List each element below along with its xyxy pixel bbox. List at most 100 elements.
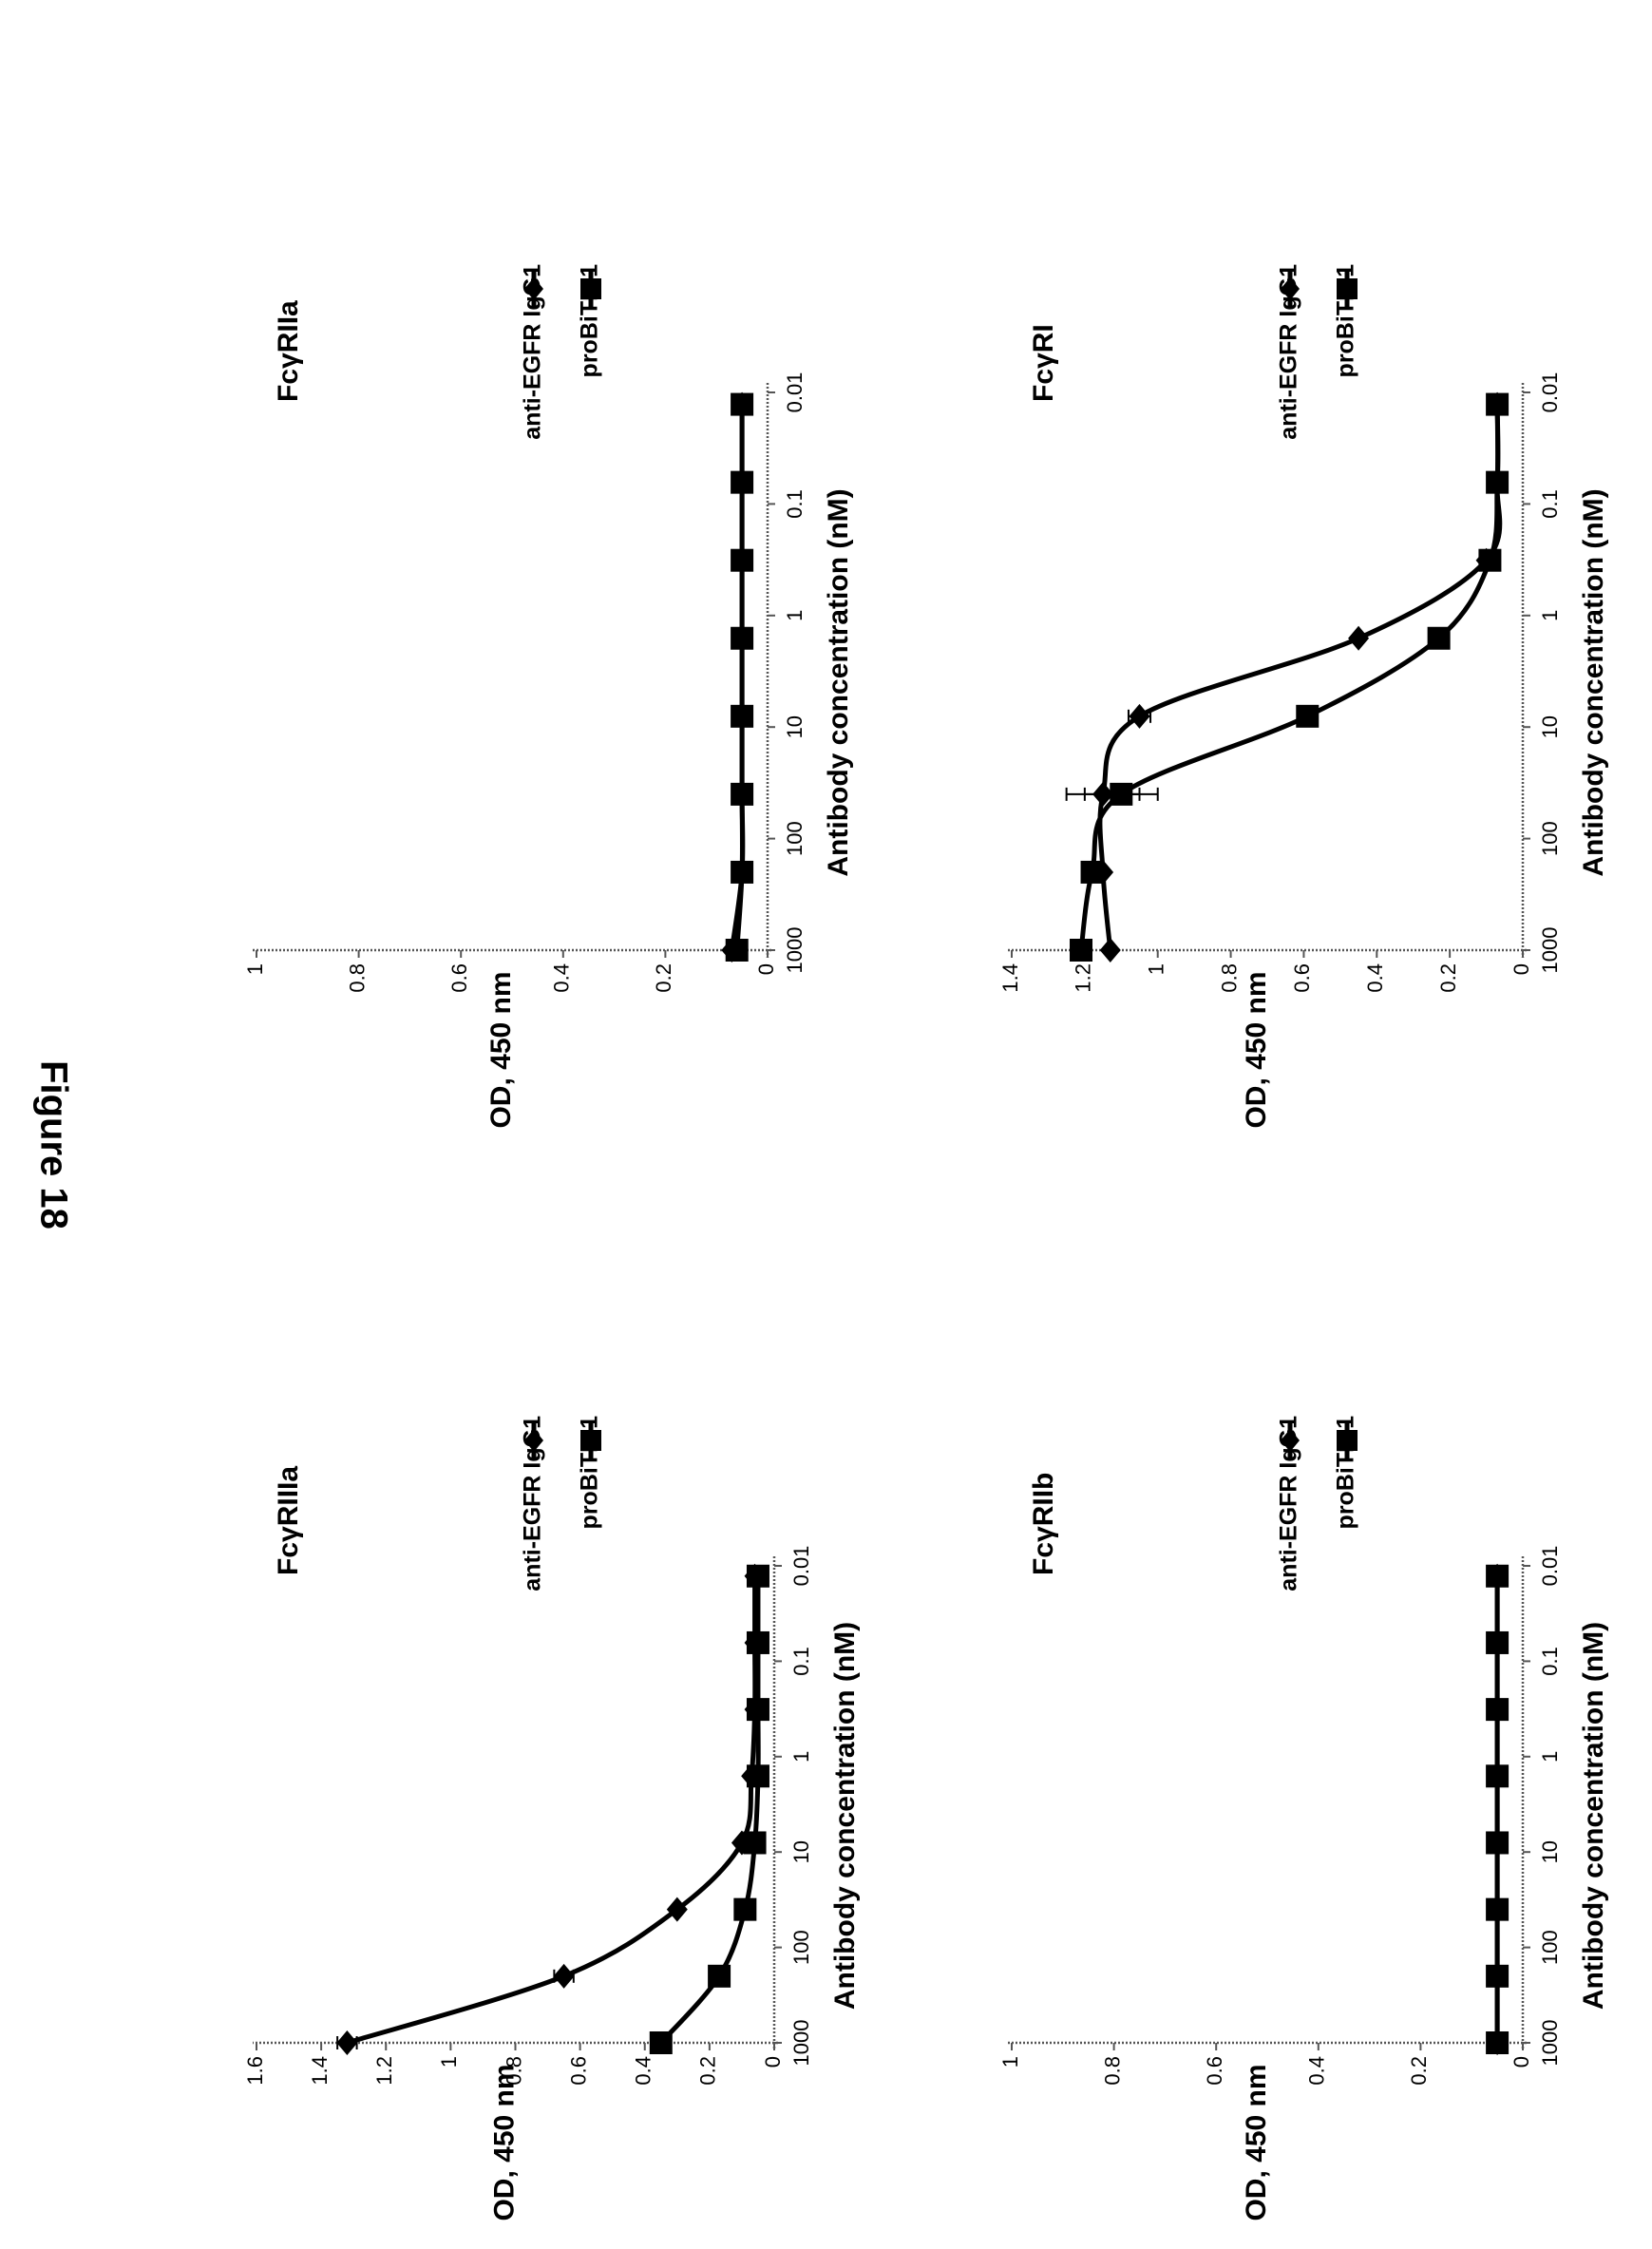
- y-tick-label: 0.8: [345, 963, 369, 993]
- y-tick-label: 0.6: [1203, 2056, 1226, 2086]
- plot-area: 0.01 0.1 1 10 100 1000 0 0.2 0.4 0.6 0.8 1 Antibody …: [243, 300, 854, 1129]
- x-tick-label: 0.01: [789, 1546, 813, 1587]
- y-tick-label: 0.8: [502, 2056, 525, 2086]
- data-point-diamond: [336, 2030, 358, 2055]
- data-point-square: [731, 470, 754, 494]
- legend-label: anti-EGFR IgG1: [520, 264, 546, 440]
- y-tick-label: 1: [1145, 963, 1168, 975]
- series-line-1: [1078, 404, 1501, 951]
- data-point-square: [1080, 860, 1104, 884]
- y-tick-label: 0.2: [1436, 963, 1460, 993]
- x-tick-label: 0.1: [789, 1647, 813, 1676]
- data-point-square: [1486, 1964, 1510, 1988]
- y-axis-title: OD, 450 nm: [1241, 971, 1272, 1128]
- legend-marker-diamond: [524, 1429, 543, 1452]
- panel-label: FcγRIIb: [1028, 1473, 1059, 1575]
- y-tick-label: 1.4: [998, 963, 1022, 993]
- data-point-square: [1070, 939, 1093, 962]
- x-axis-title: Antibody concentration (nM): [1578, 1622, 1609, 2010]
- y-tick-label: 0.8: [1100, 2056, 1124, 2086]
- data-point-square: [731, 626, 754, 650]
- legend-label: proBiTE-1: [1333, 264, 1359, 378]
- data-point-square: [1486, 1630, 1510, 1654]
- data-point-square: [743, 1831, 767, 1855]
- x-tick-label: 0.1: [783, 489, 807, 519]
- y-tick-label: 0: [754, 963, 778, 975]
- data-point-square: [1486, 1897, 1510, 1921]
- data-point-square: [1486, 1831, 1510, 1855]
- legend-marker-square: [1337, 1430, 1358, 1451]
- x-tick-label: 100: [1538, 1930, 1562, 1965]
- legend-marker-square: [580, 1430, 601, 1451]
- data-point-square: [1486, 392, 1510, 416]
- x-tick-label: 1: [789, 1751, 813, 1763]
- data-point-diamond: [1348, 625, 1370, 651]
- y-tick-label: 0.4: [632, 2056, 655, 2086]
- legend-marker-square: [1337, 278, 1358, 299]
- y-tick-label: 0.2: [652, 963, 675, 993]
- data-point-square: [1486, 470, 1510, 494]
- legend-marker-square: [580, 278, 601, 299]
- y-tick-label: 1: [437, 2056, 461, 2068]
- data-point-square: [725, 939, 749, 962]
- y-tick-label: 0.8: [1217, 963, 1241, 993]
- x-tick-label: 100: [783, 821, 807, 856]
- x-tick-label: 1: [1538, 1751, 1562, 1763]
- x-axis-title: Antibody concentration (nM): [1578, 488, 1609, 876]
- x-axis-title: Antibody concentration (nM): [829, 1622, 861, 2010]
- data-point-square: [733, 1897, 757, 1921]
- legend-label: proBiTE-1: [1333, 1416, 1359, 1530]
- y-tick-label: 0.2: [1407, 2056, 1431, 2086]
- legend-label: anti-EGFR IgG1: [1276, 1416, 1302, 1591]
- data-point-square: [731, 548, 754, 572]
- x-tick-label: 0.01: [1538, 372, 1562, 413]
- data-point-diamond: [666, 1896, 688, 1922]
- legend-marker-diamond: [1281, 277, 1300, 300]
- data-point-diamond: [1099, 938, 1121, 962]
- data-point-square: [746, 1764, 769, 1788]
- y-tick-label: 0.4: [550, 963, 574, 993]
- data-point-square: [1110, 782, 1133, 806]
- legend: anti-EGFR IgG1 proBiTE-1: [520, 1416, 603, 1591]
- y-tick-label: 0.4: [1363, 963, 1387, 993]
- y-tick-label: 1: [998, 2056, 1022, 2068]
- data-point-square: [708, 1964, 731, 1988]
- plot-area: 0.01 0.1 1 10 100 1000 0 0.2 0.4 0.6 0.8 1 1.2 1.4 Ant…: [998, 324, 1609, 1128]
- data-point-square: [649, 2031, 673, 2054]
- y-axis-title: OD, 450 nm: [1241, 2064, 1272, 2220]
- x-tick-label: 1: [783, 610, 807, 621]
- y-tick-label: 1.6: [243, 2056, 267, 2086]
- data-point-square: [1486, 1564, 1510, 1588]
- y-tick-label: 0: [761, 2056, 785, 2068]
- legend-label: anti-EGFR IgG1: [520, 1416, 546, 1591]
- data-point-square: [746, 1630, 769, 1654]
- x-tick-label: 10: [789, 1840, 813, 1863]
- legend: anti-EGFR IgG1 proBiTE-1: [1276, 264, 1359, 440]
- y-tick-label: 0.2: [696, 2056, 720, 2086]
- plot-area: 0.01 0.1 1 10 100 1000 0 0.2 0.4 0.6 0.8 1 Antibody …: [998, 1473, 1609, 2221]
- y-tick-label: 1.2: [372, 2056, 396, 2086]
- x-tick-label: 100: [1538, 821, 1562, 856]
- legend-label: anti-EGFR IgG1: [1276, 264, 1302, 440]
- x-tick-label: 1000: [1538, 2020, 1562, 2067]
- data-point-diamond: [1129, 703, 1150, 729]
- x-tick-label: 10: [783, 715, 807, 738]
- x-tick-label: 100: [789, 1930, 813, 1965]
- x-axis-title: Antibody concentration (nM): [823, 488, 854, 876]
- x-tick-label: 1000: [783, 927, 807, 974]
- y-tick-label: 1: [243, 963, 267, 975]
- x-tick-label: 1000: [789, 2020, 813, 2067]
- data-point-square: [731, 782, 754, 806]
- data-point-square: [746, 1698, 769, 1722]
- y-tick-label: 0.4: [1305, 2056, 1329, 2086]
- legend-label: proBiTE-1: [577, 264, 603, 378]
- data-point-square: [1478, 548, 1502, 572]
- data-point-diamond: [553, 1963, 575, 1989]
- panel-label: FcγRIIa: [273, 300, 304, 402]
- data-point-square: [1427, 626, 1451, 650]
- data-point-square: [731, 704, 754, 728]
- series-line-0: [1097, 404, 1503, 951]
